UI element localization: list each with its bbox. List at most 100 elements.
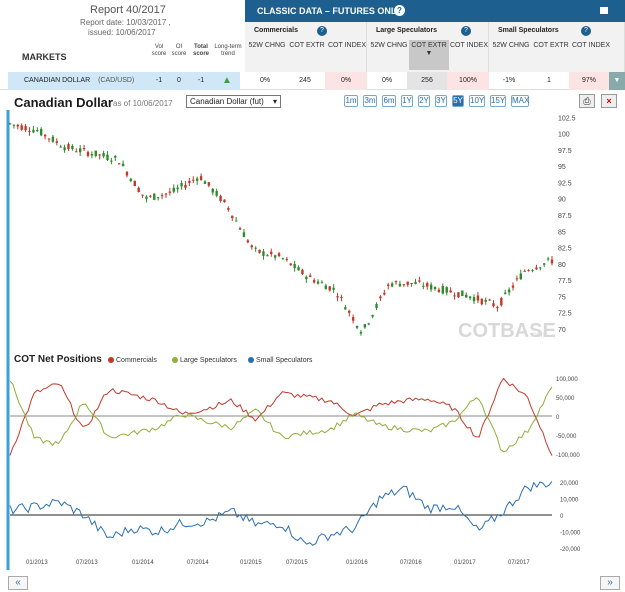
range-button-1y[interactable]: 1Y <box>401 95 413 107</box>
candle <box>215 191 218 196</box>
col-52w-chng[interactable]: 52W CHNG <box>370 42 408 49</box>
legend-commercials[interactable]: Commercials <box>108 357 157 364</box>
y-tick: 100,000 <box>556 377 578 383</box>
candle <box>476 295 480 301</box>
x-tick: 01/2014 <box>132 560 154 566</box>
legend-small-speculators[interactable]: Small Speculators <box>248 357 312 364</box>
oi-score-header[interactable]: OI score <box>171 44 187 57</box>
candle <box>332 287 335 290</box>
candle <box>519 273 523 280</box>
cell-value: 97% <box>569 72 609 90</box>
candle <box>484 299 487 302</box>
candle <box>429 284 433 290</box>
report-date: Report date: 10/03/2017 , <box>80 18 171 27</box>
candle <box>149 195 152 197</box>
help-icon[interactable]: ? <box>581 26 591 36</box>
prev-button[interactable]: « <box>8 576 28 590</box>
candle <box>398 283 402 287</box>
candle <box>207 182 211 186</box>
col-52w-chng[interactable]: 52W CHNG <box>248 42 286 49</box>
col-cot-extr-active[interactable]: COT EXTR ▼ <box>409 40 449 70</box>
candle <box>227 207 230 210</box>
y-tick: 102.5 <box>558 115 576 122</box>
y-tick: 0 <box>556 415 560 421</box>
x-tick: 01/2016 <box>346 560 368 566</box>
range-button-5y[interactable]: 5Y <box>452 95 464 107</box>
candle <box>16 124 19 127</box>
candle <box>188 180 191 183</box>
range-button-15y[interactable]: 15Y <box>490 95 506 107</box>
col-cot-extr[interactable]: COT EXTR <box>289 42 325 49</box>
candle <box>114 155 117 158</box>
candle <box>270 251 273 255</box>
range-button-1m[interactable]: 1m <box>344 95 358 107</box>
candle <box>125 172 129 176</box>
candle <box>8 123 12 125</box>
trend-header[interactable]: Long-term trend <box>214 44 242 57</box>
candle <box>543 263 546 265</box>
candle <box>457 292 460 298</box>
candle <box>71 145 74 150</box>
candle <box>36 130 39 132</box>
candle <box>141 194 144 196</box>
group-name: Commercials <box>254 27 298 34</box>
next-button[interactable]: » <box>600 576 620 590</box>
candle <box>234 220 238 222</box>
range-button-3y[interactable]: 3Y <box>435 95 447 107</box>
candle <box>426 283 429 287</box>
col-52w-chng[interactable]: 52W CHNG <box>492 42 530 49</box>
candle <box>320 282 324 284</box>
candle <box>496 306 499 308</box>
range-button-10y[interactable]: 10Y <box>469 95 485 107</box>
candle <box>63 147 66 151</box>
candle <box>281 258 285 260</box>
candle <box>418 280 421 282</box>
candle <box>78 148 82 153</box>
help-icon[interactable]: ? <box>394 5 405 16</box>
candle <box>219 195 222 201</box>
help-icon[interactable]: ? <box>317 26 327 36</box>
candle <box>453 295 456 297</box>
legend-dot <box>172 357 178 364</box>
range-button-max[interactable]: MAX <box>511 95 530 107</box>
print-icon[interactable]: ⎙ <box>579 94 595 108</box>
candle <box>449 290 452 293</box>
close-icon[interactable]: × <box>601 94 617 108</box>
legend-large-speculators[interactable]: Large Speculators <box>172 357 237 364</box>
candle <box>39 128 43 136</box>
sort-down-icon: ▼ <box>425 50 433 57</box>
candle <box>195 178 199 181</box>
candle <box>293 263 296 269</box>
candle <box>172 187 175 192</box>
print-icon[interactable] <box>599 6 609 15</box>
candle <box>546 258 550 260</box>
candle <box>98 154 101 156</box>
candle <box>340 296 343 298</box>
net-title: COT Net Positions <box>14 354 102 365</box>
market-select[interactable]: Canadian Dollar (fut) ▾ <box>186 95 281 108</box>
y-tick: 72.5 <box>558 311 572 318</box>
col-cot-index[interactable]: COT INDEX <box>572 42 610 49</box>
candle <box>75 151 78 153</box>
expand-icon[interactable]: ▼ <box>609 72 625 90</box>
vol-score-header[interactable]: Vol score <box>151 44 167 57</box>
candle <box>465 294 468 298</box>
col-cot-index[interactable]: COT INDEX <box>328 42 366 49</box>
market-row[interactable]: CANADIAN DOLLAR (CAD/USD) -1 0 -1 ▲ 0% 2… <box>0 72 625 90</box>
col-cot-extr[interactable]: COT EXTR <box>533 42 569 49</box>
range-button-2y[interactable]: 2Y <box>418 95 430 107</box>
col-cot-index[interactable]: COT INDEX <box>450 42 488 49</box>
candle <box>285 258 289 260</box>
candle <box>47 138 51 140</box>
range-button-3m[interactable]: 3m <box>363 95 377 107</box>
candle <box>375 304 378 309</box>
oi-score: 0 <box>170 72 188 90</box>
candle <box>367 323 370 325</box>
select-value: Canadian Dollar (fut) <box>190 97 264 106</box>
total-score-header[interactable]: Total score <box>192 44 209 57</box>
candle <box>110 160 113 162</box>
help-icon[interactable]: ? <box>461 26 471 36</box>
range-button-6m[interactable]: 6m <box>382 95 396 107</box>
group-name: Large Speculators <box>376 27 438 34</box>
candle <box>344 307 347 310</box>
